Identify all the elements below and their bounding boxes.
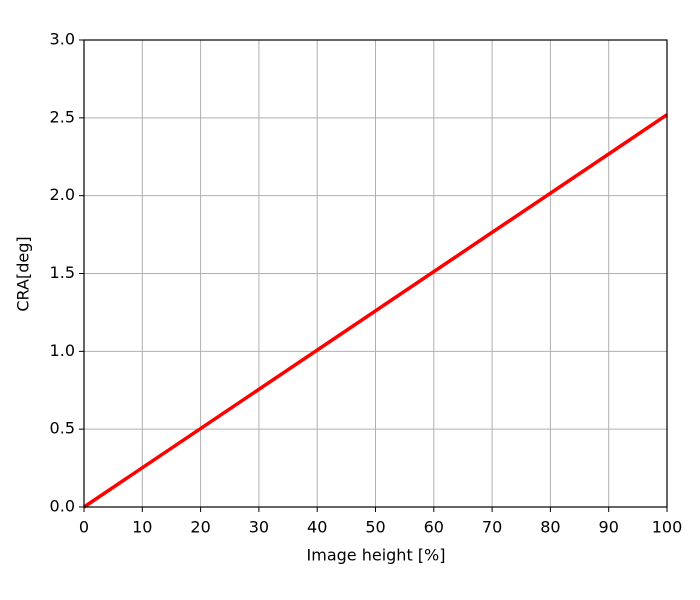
plot-frame [83,39,668,508]
y-tick-label: 0.5 [50,419,75,438]
y-axis-label: CRA[deg] [14,236,33,311]
x-axis-label: Image height [%] [307,546,446,565]
y-tick-label: 3.0 [50,30,75,49]
y-tick-label: 1.0 [50,341,75,360]
x-tick-label: 60 [424,518,444,537]
y-tick-label: 1.5 [50,263,75,282]
y-tick-label: 0.0 [50,497,75,516]
x-tick-label: 40 [307,518,327,537]
x-tick-label: 70 [482,518,502,537]
y-tick-label: 2.0 [50,185,75,204]
x-tick-label: 50 [365,518,385,537]
x-tick-label: 80 [540,518,560,537]
y-tick-label: 2.5 [50,107,75,126]
x-tick-label: 10 [132,518,152,537]
x-tick-label: 20 [190,518,210,537]
x-tick-label: 100 [652,518,683,537]
x-tick-label: 30 [249,518,269,537]
data-line [83,113,668,509]
x-tick-label: 90 [599,518,619,537]
x-tick-label: 0 [79,518,89,537]
